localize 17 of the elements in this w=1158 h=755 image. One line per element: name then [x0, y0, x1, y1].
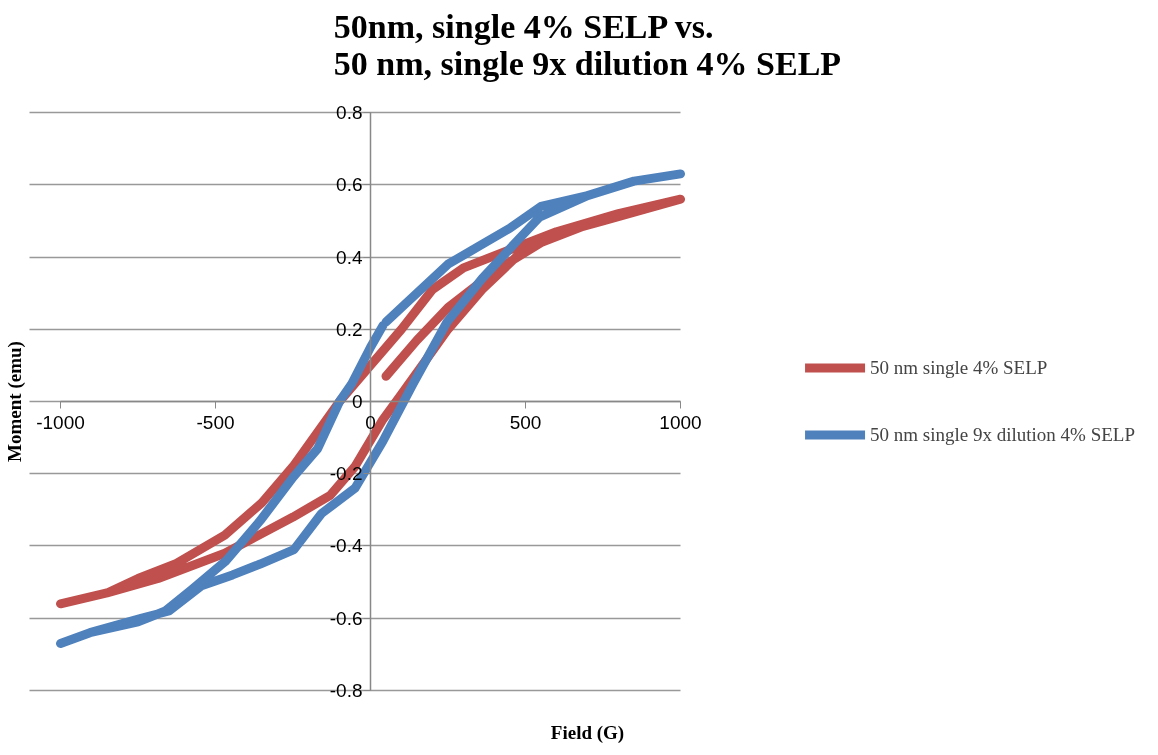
x-tick-label: -1000	[36, 411, 85, 433]
y-tick-label: -0.8	[329, 679, 363, 701]
y-tick-label: 0.4	[336, 246, 363, 268]
x-axis-title: Field (G)	[550, 721, 625, 744]
y-tick-label: 0.2	[336, 318, 363, 340]
y-tick-label: 0	[351, 391, 363, 412]
y-tick-label: -0.4	[329, 535, 363, 557]
x-tick-label: 500	[509, 411, 542, 433]
y-tick-label: 0.6	[336, 174, 363, 196]
y-tick-label: -0.6	[329, 607, 363, 629]
legend-label: 50 nm single 9x dilution 4% SELP	[870, 423, 1135, 446]
x-tick-label: -500	[196, 411, 235, 433]
chart-title: 50nm, single 4% SELP vs. 50 nm, single 9x dilution 4% SELP	[333, 7, 842, 82]
legend-label: 50 nm single 4% SELP	[870, 356, 1048, 379]
y-tick-label: 0.8	[336, 102, 363, 124]
y-axis-title: Moment (emu)	[3, 341, 26, 462]
x-tick-label: 1000	[659, 411, 702, 433]
